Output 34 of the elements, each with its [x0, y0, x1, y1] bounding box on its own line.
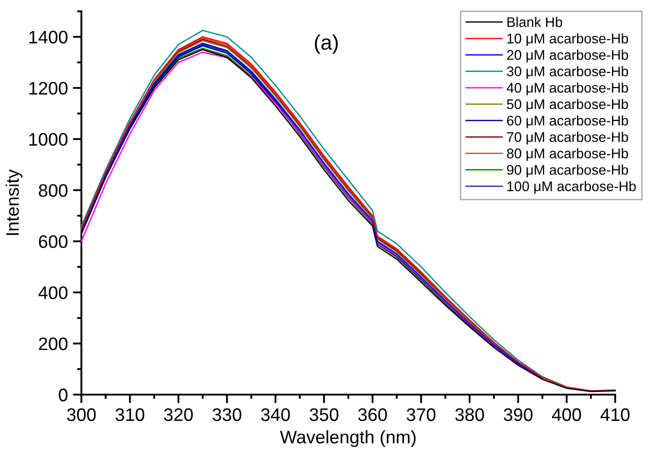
legend-label: 50 μM acarbose-Hb	[506, 98, 628, 112]
x-tick-label: 410	[600, 408, 630, 422]
y-axis-title: Intensity	[6, 169, 22, 235]
y-tick-label: 400	[38, 286, 68, 300]
x-tick-label: 310	[116, 408, 144, 422]
x-tick-label: 360	[358, 408, 387, 422]
x-tick-label: 390	[504, 408, 532, 422]
legend-label: 10 μM acarbose-Hb	[507, 33, 628, 46]
y-tick-label: 200	[38, 337, 68, 350]
legend-label: 20 μM acarbose-Hb	[507, 50, 628, 62]
x-tick-label: 340	[261, 408, 290, 422]
y-tick-label: 1200	[29, 82, 68, 95]
annotation: (a)	[314, 34, 338, 54]
x-tick-label: 320	[164, 408, 193, 422]
x-tick-label: 330	[212, 408, 242, 422]
x-tick-label: 380	[455, 408, 484, 422]
y-tick-label: 800	[38, 184, 68, 197]
legend-label: 60 μM acarbose-Hb	[507, 115, 628, 128]
legend-label: 70 μM acarbose-Hb	[507, 132, 628, 144]
legend-label: 30 μM acarbose-Hb	[506, 66, 628, 79]
x-tick-label: 350	[310, 408, 338, 422]
x-axis-title: Wavelength (nm)	[280, 430, 416, 448]
legend-label: Blank Hb	[508, 16, 562, 28]
y-tick-label: 0	[58, 388, 68, 402]
legend-label: 80 μM acarbose-Hb	[506, 148, 628, 161]
x-tick-label: 300	[67, 408, 96, 422]
x-tick-label: 400	[552, 408, 582, 422]
legend-label: 100 μM acarbose-Hb	[507, 181, 636, 194]
legend-label: 40 μM acarbose-Hb	[506, 82, 628, 96]
y-tick-label: 1000	[29, 132, 68, 146]
y-tick-label: 600	[38, 235, 68, 248]
y-tick-label: 1400	[29, 30, 68, 44]
x-tick-label: 370	[406, 408, 436, 422]
legend-label: 90 μM acarbose-Hb	[507, 164, 628, 178]
